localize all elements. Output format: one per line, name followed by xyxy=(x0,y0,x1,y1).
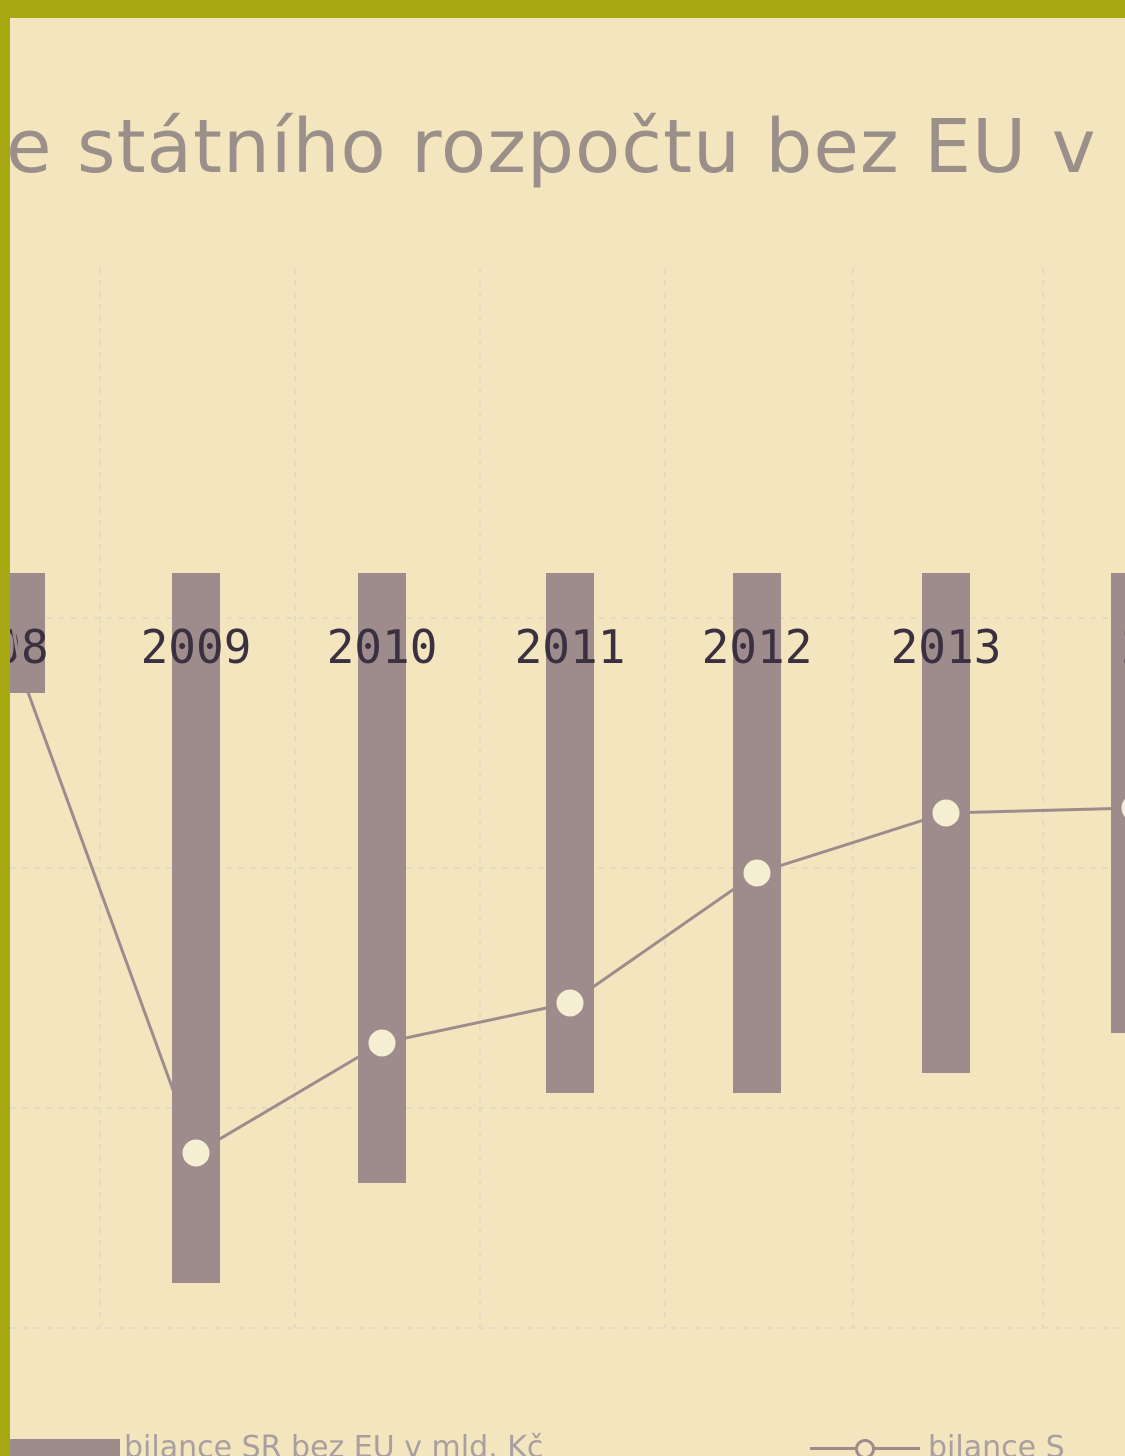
x-tick-label: 2013 xyxy=(891,620,1002,674)
bar xyxy=(358,573,406,1183)
x-tick-label: 2011 xyxy=(515,620,626,674)
bar xyxy=(1111,573,1125,1033)
legend-line-swatch xyxy=(810,1433,920,1456)
chart-title: e státního rozpočtu bez EU v m xyxy=(10,104,1125,190)
legend-item-line: bilance S xyxy=(810,1430,1065,1456)
line-marker xyxy=(1118,794,1125,822)
line-marker xyxy=(740,856,774,890)
bar xyxy=(172,573,220,1283)
line-marker xyxy=(179,1136,213,1170)
legend-bar-swatch xyxy=(10,1438,120,1456)
x-tick-label: 2009 xyxy=(141,620,252,674)
plot-area: 08200920102011201220132 xyxy=(10,268,1125,1329)
bar xyxy=(10,573,45,693)
bar xyxy=(733,573,781,1093)
legend-line-label: bilance S xyxy=(928,1430,1065,1456)
line-series xyxy=(10,601,1125,1156)
line-marker xyxy=(929,796,963,830)
legend-bar-label: bilance SR bez EU v mld. Kč xyxy=(124,1430,544,1456)
x-tick-label: 2 xyxy=(1121,620,1125,674)
line-marker xyxy=(553,986,587,1020)
x-tick-label: 2012 xyxy=(702,620,813,674)
x-tick-label: 2010 xyxy=(327,620,438,674)
line-marker xyxy=(365,1026,399,1060)
chart-panel: e státního rozpočtu bez EU v m 082009201… xyxy=(10,18,1125,1456)
legend-item-bars: bilance SR bez EU v mld. Kč xyxy=(10,1430,543,1456)
